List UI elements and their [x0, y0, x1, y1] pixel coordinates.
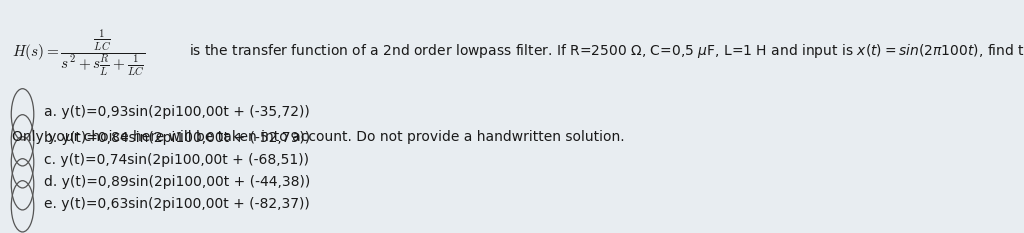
Text: d. y(t)=0,89sin(2pi100,00t + (-44,38)): d. y(t)=0,89sin(2pi100,00t + (-44,38)) [44, 175, 310, 189]
Text: e. y(t)=0,63sin(2pi100,00t + (-82,37)): e. y(t)=0,63sin(2pi100,00t + (-82,37)) [44, 197, 310, 211]
Text: c. y(t)=0,74sin(2pi100,00t + (-68,51)): c. y(t)=0,74sin(2pi100,00t + (-68,51)) [44, 153, 309, 167]
Text: Only your choice here will be taken into account. Do not provide a handwritten s: Only your choice here will be taken into… [12, 130, 625, 144]
Text: $H(s) = \dfrac{\frac{1}{LC}}{s^2+s\frac{R}{L}+\frac{1}{LC}}$: $H(s) = \dfrac{\frac{1}{LC}}{s^2+s\frac{… [12, 28, 146, 79]
Text: b. y(t)=0,84sin(2pi100,00t + (-52,79)): b. y(t)=0,84sin(2pi100,00t + (-52,79)) [44, 131, 310, 145]
Text: is the transfer function of a 2nd order lowpass filter. If R=2500 $\Omega$, C=0,: is the transfer function of a 2nd order … [189, 42, 1024, 60]
Text: a. y(t)=0,93sin(2pi100,00t + (-35,72)): a. y(t)=0,93sin(2pi100,00t + (-35,72)) [44, 105, 310, 119]
